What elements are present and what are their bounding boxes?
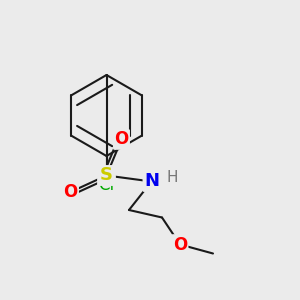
Text: N: N bbox=[144, 172, 159, 190]
Text: H: H bbox=[167, 169, 178, 184]
Text: O: O bbox=[63, 183, 78, 201]
Text: Cl: Cl bbox=[98, 176, 115, 194]
Text: S: S bbox=[100, 167, 113, 184]
Text: O: O bbox=[114, 130, 129, 148]
Text: O: O bbox=[173, 236, 187, 253]
